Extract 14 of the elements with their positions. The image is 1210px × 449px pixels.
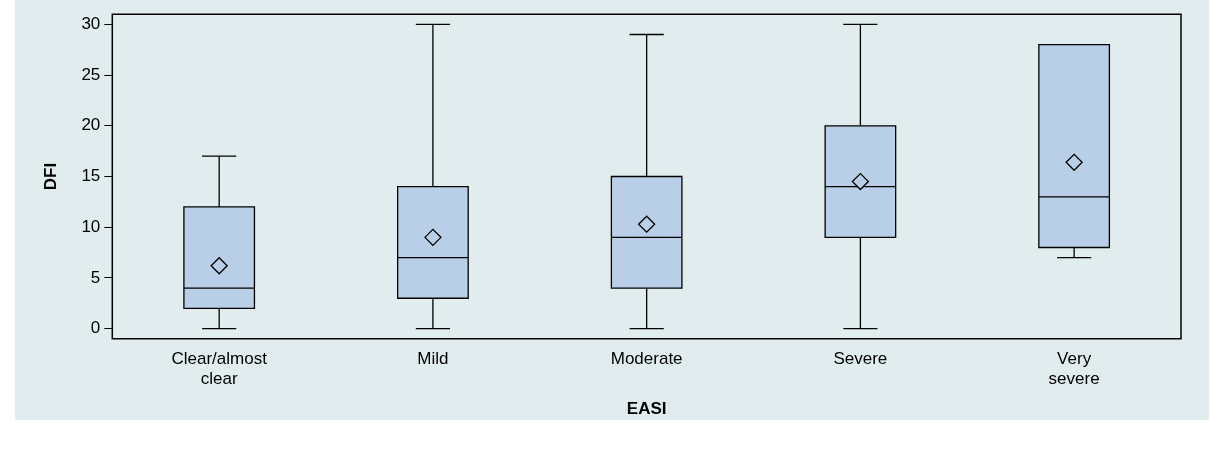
y-tick-label: 30 xyxy=(81,14,101,34)
x-tick-label: Very severe xyxy=(1048,348,1100,389)
y-tick-label: 10 xyxy=(81,216,101,236)
y-tick-label: 15 xyxy=(81,166,101,186)
y-tick-label: 5 xyxy=(90,267,101,287)
y-tick-label: 0 xyxy=(90,318,101,338)
x-tick-label: Clear/almost clear xyxy=(171,348,268,389)
x-tick-label: Severe xyxy=(833,348,888,368)
y-axis-title: DFI xyxy=(40,162,60,191)
x-axis-title: EASI xyxy=(626,399,667,419)
x-tick-label: Moderate xyxy=(610,348,683,368)
x-tick-label: Mild xyxy=(417,348,449,368)
y-tick-label: 25 xyxy=(81,64,101,84)
y-tick-label: 20 xyxy=(81,115,101,135)
